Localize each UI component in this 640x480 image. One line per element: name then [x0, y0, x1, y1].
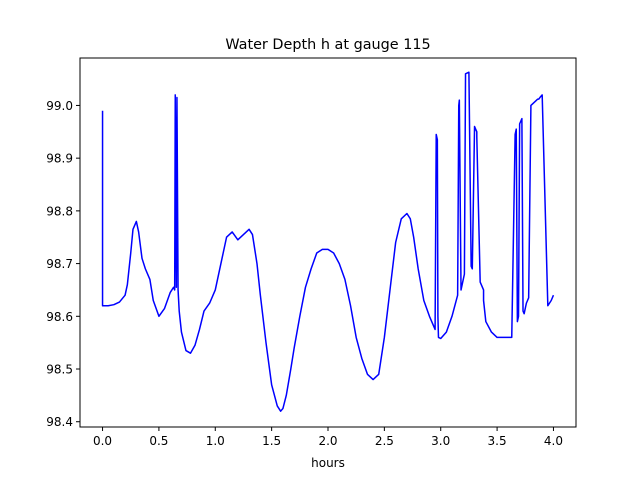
series-line-0: [101, 71, 555, 412]
series-layer: [101, 71, 555, 412]
x-tick-label: 4.0: [544, 434, 563, 448]
y-tick-label: 98.8: [46, 204, 73, 218]
y-axis-ticks: 98.4 98.5 98.6 98.7 98.8 98.9 99.0: [46, 99, 80, 429]
y-tick-label: 99.0: [46, 99, 73, 113]
x-tick-label: 2.5: [375, 434, 394, 448]
x-tick-label: 0.0: [93, 434, 112, 448]
chart-title: Water Depth h at gauge 115: [225, 37, 430, 53]
x-tick-label: 2.0: [318, 434, 337, 448]
x-tick-label: 3.0: [431, 434, 450, 448]
x-tick-label: 1.0: [206, 434, 225, 448]
x-axis-label: hours: [311, 456, 345, 470]
x-tick-label: 3.5: [488, 434, 507, 448]
y-tick-label: 98.9: [46, 152, 73, 166]
x-axis-ticks: 0.0 0.5 1.0 1.5 2.0 2.5 3.0 3.5 4.0: [93, 427, 563, 448]
x-tick-label: 0.5: [149, 434, 168, 448]
y-tick-label: 98.5: [46, 363, 73, 377]
y-tick-label: 98.4: [46, 415, 73, 429]
y-tick-label: 98.7: [46, 257, 73, 271]
x-tick-label: 1.5: [262, 434, 281, 448]
y-tick-label: 98.6: [46, 310, 73, 324]
